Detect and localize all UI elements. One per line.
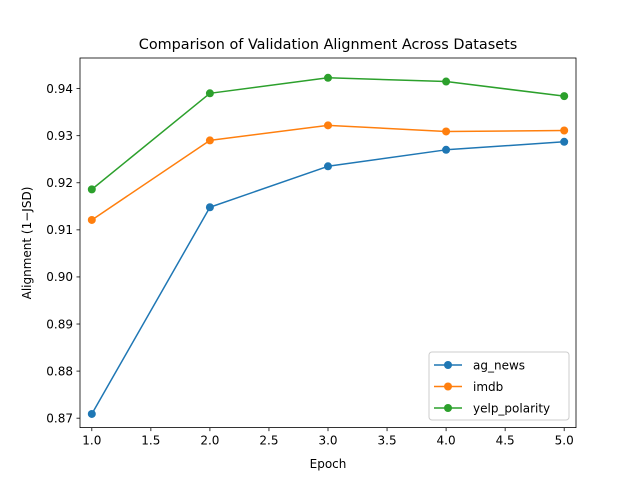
chart-title: Comparison of Validation Alignment Acros… [139,37,517,53]
series-imdb [87,121,569,224]
y-axis-ticks: 0.87 0.88 0.89 0.90 0.91 0.92 0.93 0.94 [46,82,80,425]
x-axis-label: Epoch [310,457,347,471]
x-tick-label: 3.5 [378,434,397,448]
y-tick-label: 0.92 [46,176,73,190]
plot-frame [79,57,577,429]
series-layer [87,73,569,418]
x-tick-label: 2.5 [259,434,278,448]
y-tick-label: 0.91 [46,223,73,237]
data-point [560,126,569,135]
x-tick-label: 1.0 [82,434,101,448]
x-tick-label: 4.0 [437,434,456,448]
data-point [205,203,214,212]
legend-swatch-marker [444,382,452,391]
data-point [442,145,451,154]
data-point [205,136,214,145]
x-tick-label: 3.0 [318,434,337,448]
data-point [560,92,569,101]
legend-swatch-marker [444,404,452,412]
data-point [87,215,96,224]
y-tick-label: 0.88 [46,364,73,378]
y-tick-label: 0.87 [46,411,73,425]
legend-label: imdb [473,380,503,394]
data-point [560,137,569,146]
x-tick-label: 5.0 [555,434,574,448]
data-point [205,89,214,98]
data-point [324,73,332,82]
legend-label: ag_news [473,358,525,372]
y-tick-label: 0.94 [46,82,73,96]
x-tick-label: 4.5 [496,434,515,448]
legend-box [428,351,570,421]
y-tick-label: 0.90 [46,270,73,284]
legend-swatch-marker [444,361,452,369]
legend-label: yelp_polarity [473,401,550,415]
x-tick-label: 1.5 [141,434,160,448]
data-point [324,121,332,130]
data-point [442,77,451,86]
y-tick-label: 0.93 [46,129,73,143]
y-axis-label: Alignment (1−JSD) [20,187,34,300]
data-point [442,127,451,136]
x-axis-ticks: 1.0 1.5 2.0 2.5 3.0 3.5 4.0 4.5 5.0 [82,427,574,448]
data-point [87,185,96,194]
x-tick-label: 2.0 [200,434,219,448]
y-tick-label: 0.89 [46,317,73,331]
data-point [87,409,96,418]
series-ag_news [87,137,569,418]
series-yelp_polarity [87,73,569,194]
data-point [324,162,332,171]
